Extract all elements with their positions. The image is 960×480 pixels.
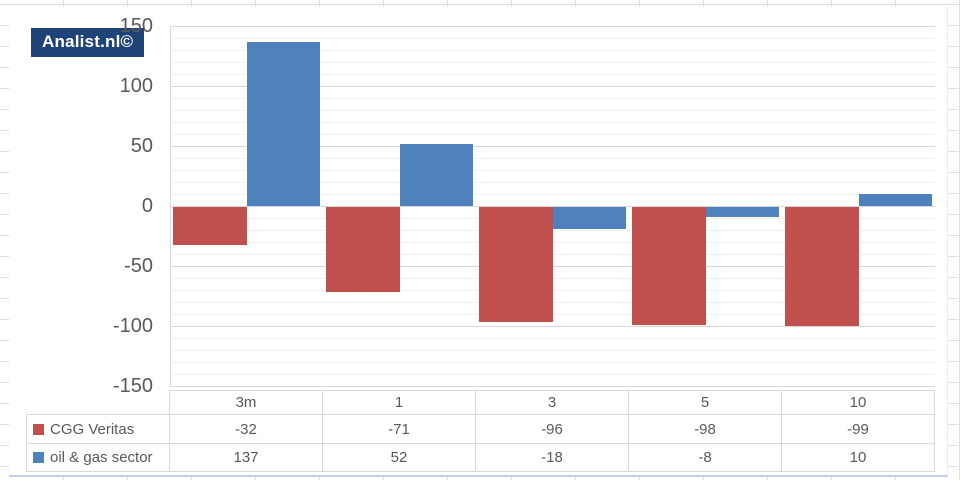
value-cell: -18 [475, 443, 629, 472]
series-row-oil-gas-sector: oil & gas sector 137 52 -18 -8 10 [26, 443, 935, 472]
bar-cgg-veritas-5 [632, 207, 706, 325]
series-name: CGG Veritas [50, 420, 135, 438]
value-cell: 10 [781, 443, 935, 472]
value-cell: -32 [169, 414, 323, 444]
legend-cell-cgg-veritas: CGG Veritas [26, 414, 170, 444]
bar-cgg-veritas-3m [173, 207, 247, 246]
value-cell: -99 [781, 414, 935, 444]
category-header-row: 3m 1 3 5 10 [27, 390, 935, 415]
bar-oil-gas-sector-3m [246, 41, 320, 206]
value-cell: -96 [475, 414, 629, 444]
y-tick-label: 50 [130, 135, 153, 157]
bar-oil-gas-sector-10 [858, 194, 932, 206]
value-cell: -8 [628, 443, 782, 472]
legend-cell-oil-gas-sector: oil & gas sector [26, 443, 170, 472]
y-tick-label: -50 [124, 255, 153, 277]
analist-logo: Analist.nl© [31, 28, 145, 57]
value-cell: -71 [322, 414, 476, 444]
value-cell: 137 [169, 443, 323, 472]
y-tick-label: 150 [119, 15, 153, 37]
plot-area [170, 26, 935, 387]
series-name: oil & gas sector [50, 449, 153, 466]
bar-cgg-veritas-3 [479, 207, 553, 323]
category-label: 10 [781, 390, 935, 415]
bar-cgg-veritas-1 [326, 207, 400, 293]
category-label: 5 [628, 390, 782, 415]
y-tick-label: 0 [141, 195, 153, 217]
data-table: 3m 1 3 5 10 CGG Veritas -32 -71 -96 -98 … [26, 390, 935, 472]
red-series-swatch-icon [33, 423, 44, 435]
blue-series-swatch-icon [33, 452, 44, 463]
category-label: 1 [322, 390, 476, 415]
y-tick-label: -100 [112, 315, 153, 337]
y-tick-label: -150 [112, 375, 153, 397]
bar-oil-gas-sector-1 [399, 143, 473, 206]
bar-oil-gas-sector-5 [705, 207, 779, 217]
bar-oil-gas-sector-3 [552, 207, 626, 229]
y-tick-label: 100 [119, 75, 153, 97]
category-label: 3 [475, 390, 629, 415]
category-label: 3m [169, 390, 323, 415]
bar-cgg-veritas-10 [785, 207, 859, 326]
value-cell: -98 [628, 414, 782, 444]
series-row-cgg-veritas: CGG Veritas -32 -71 -96 -98 -99 [26, 414, 935, 444]
value-cell: 52 [322, 443, 476, 472]
chart-canvas: Analist.nl© 150 100 50 0 -50 -100 -150 3m 1 3 … [9, 7, 948, 477]
table-corner-cell [27, 391, 170, 415]
